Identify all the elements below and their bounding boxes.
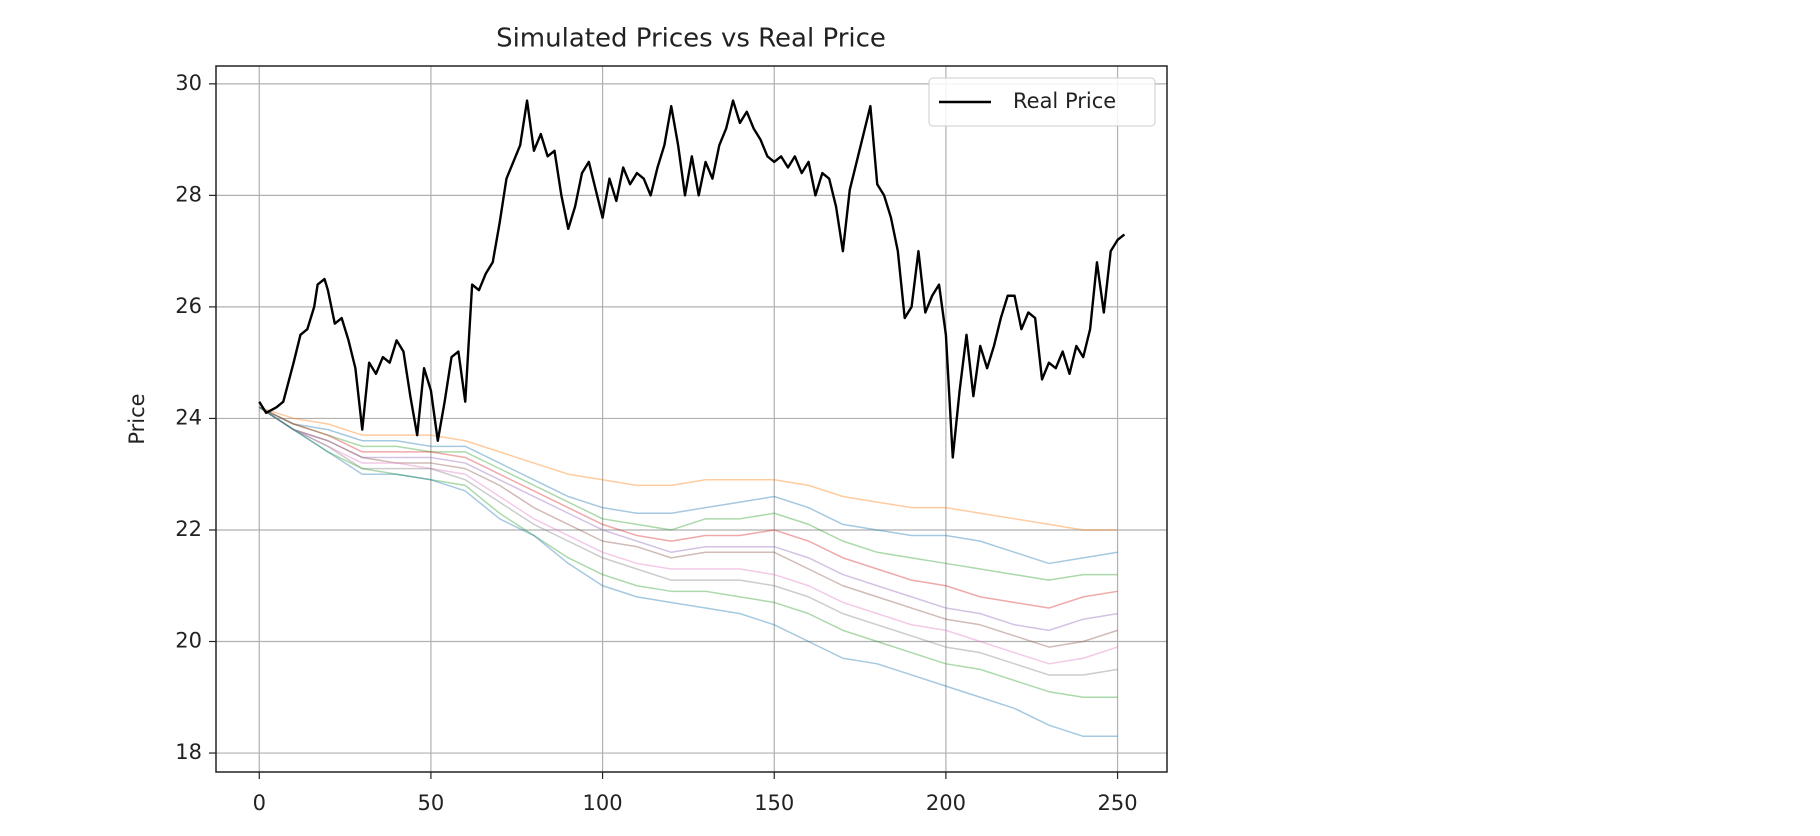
y-tick-label: 26	[175, 294, 202, 318]
y-tick-label: 28	[175, 182, 202, 206]
x-tick-label: 150	[754, 791, 794, 815]
simulated-line	[258, 406, 1118, 581]
simulated-line	[258, 406, 1118, 676]
chart-title: Simulated Prices vs Real Price	[496, 24, 886, 54]
grid	[216, 66, 1167, 772]
simulated-line	[258, 406, 1118, 665]
x-tick-label: 50	[418, 791, 445, 815]
simulated-line	[258, 406, 1118, 609]
simulated-line	[258, 406, 1118, 699]
y-tick-label: 30	[175, 71, 202, 95]
simulated-line	[258, 406, 1118, 648]
simulated-line	[259, 406, 1118, 531]
x-tick-label: 100	[583, 791, 623, 815]
y-tick-label: 20	[175, 629, 202, 653]
simulated-line	[258, 406, 1118, 565]
legend-label: Real Price	[1013, 89, 1116, 113]
x-tick-label: 200	[926, 791, 966, 815]
y-tick-label: 22	[175, 517, 202, 541]
y-tick-label: 24	[175, 405, 202, 429]
plot-lines	[258, 99, 1126, 738]
legend: Real Price	[928, 77, 1156, 127]
y-tick-label: 18	[175, 740, 202, 764]
y-axis-label: Price	[125, 393, 149, 444]
simulated-line	[258, 406, 1118, 632]
x-tick-label: 250	[1098, 791, 1138, 815]
simulated-line	[258, 406, 1118, 738]
real-price-line	[258, 99, 1126, 459]
legend-box	[928, 77, 1156, 127]
x-tick-label: 0	[253, 791, 266, 815]
